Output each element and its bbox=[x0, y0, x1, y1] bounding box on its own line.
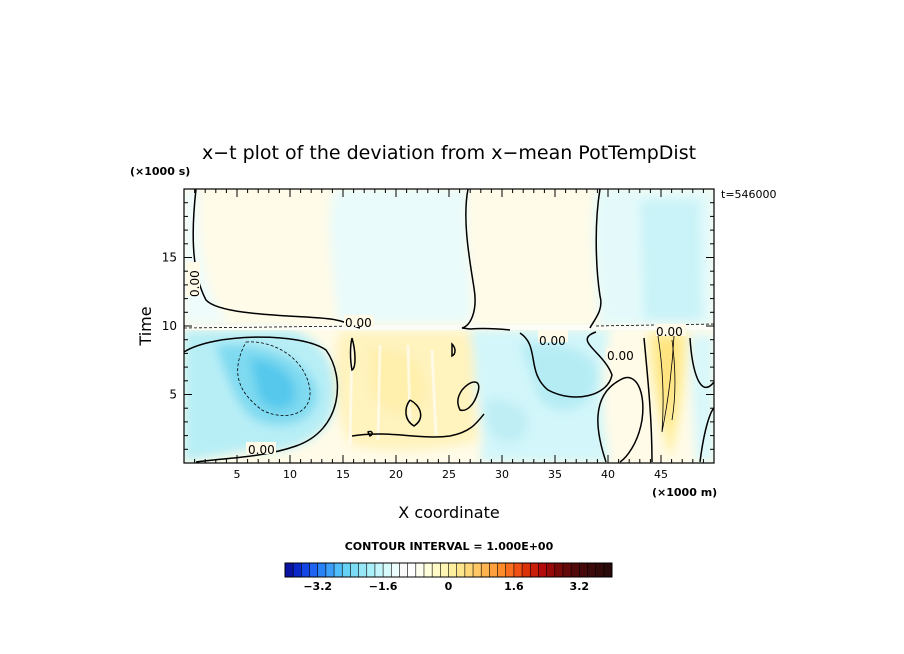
x-axis: 5 10 15 20 25 30 35 40 45 bbox=[194, 189, 704, 481]
colorbar-swatch bbox=[342, 563, 351, 577]
x-tick-label: 10 bbox=[283, 468, 297, 481]
contour-label: 0.00 bbox=[607, 349, 634, 363]
colorbar-swatch bbox=[481, 563, 490, 577]
colorbar-tick-label: 0 bbox=[445, 580, 453, 593]
colorbar-swatch bbox=[391, 563, 400, 577]
y-unit-label: (×1000 s) bbox=[130, 165, 190, 178]
contour-labels: 0.00 0.00 0.00 0.00 0.00 0.00 bbox=[186, 262, 686, 457]
y-axis: 5 10 15 bbox=[162, 202, 714, 450]
contour-label: 0.00 bbox=[248, 443, 275, 457]
colorbar-swatch bbox=[538, 563, 547, 577]
colorbar-swatch bbox=[301, 563, 310, 577]
colorbar-swatch bbox=[522, 563, 531, 577]
colorbar-swatch bbox=[440, 563, 449, 577]
y-tick-label: 5 bbox=[169, 388, 177, 402]
colorbar-swatch bbox=[489, 563, 498, 577]
colorbar-swatch bbox=[587, 563, 596, 577]
field-streaks bbox=[348, 339, 438, 446]
colorbar-swatch bbox=[358, 563, 368, 577]
colorbar-swatch bbox=[317, 563, 327, 577]
colorbar-swatch bbox=[603, 563, 613, 577]
contour-label: 0.00 bbox=[345, 316, 372, 330]
contour-label: 0.00 bbox=[656, 325, 683, 339]
x-tick-label: 45 bbox=[654, 468, 668, 481]
x-axis-label: X coordinate bbox=[398, 503, 499, 522]
colorbar-swatch bbox=[374, 563, 384, 577]
contour-label: 0.00 bbox=[188, 270, 202, 297]
colorbar-swatch bbox=[571, 563, 580, 577]
colorbar-swatch bbox=[595, 563, 605, 577]
colorbar-swatch bbox=[497, 563, 507, 577]
chart-title: x−t plot of the deviation from x−mean Po… bbox=[202, 142, 696, 164]
colorbar bbox=[284, 562, 613, 578]
contour-interval-note: CONTOUR INTERVAL = 1.000E+00 bbox=[345, 540, 554, 553]
plot-area: 0.00 0.00 0.00 0.00 0.00 0.00 bbox=[184, 189, 714, 463]
colorbar-swatch bbox=[448, 563, 457, 577]
colorbar-swatch bbox=[464, 563, 474, 577]
y-tick-label: 15 bbox=[162, 251, 177, 265]
colorbar-tick-labels: −3.2 −1.6 0 1.6 3.2 bbox=[303, 580, 589, 593]
colorbar-swatch bbox=[325, 563, 335, 577]
colorbar-swatch bbox=[546, 563, 556, 577]
colorbar-swatch bbox=[383, 563, 392, 577]
colorbar-swatch bbox=[513, 563, 523, 577]
x-tick-label: 5 bbox=[234, 468, 241, 481]
colorbar-swatch bbox=[350, 563, 359, 577]
colorbar-swatch bbox=[432, 563, 441, 577]
colorbar-frame bbox=[284, 562, 613, 578]
time-stamp: t=546000 bbox=[721, 188, 777, 201]
x-unit-label: (×1000 m) bbox=[652, 486, 717, 499]
negative-contours bbox=[184, 323, 714, 416]
colorbar-swatch bbox=[456, 563, 466, 577]
colorbar-swatch bbox=[579, 563, 588, 577]
colorbar-swatch bbox=[366, 563, 376, 577]
x-tick-label: 20 bbox=[389, 468, 403, 481]
x-tick-label: 35 bbox=[548, 468, 562, 481]
colorbar-swatch bbox=[423, 563, 433, 577]
colorbar-tick-label: −3.2 bbox=[303, 580, 332, 593]
x-tick-label: 40 bbox=[601, 468, 615, 481]
colorbar-swatch bbox=[334, 563, 343, 577]
field-seam bbox=[184, 325, 714, 330]
colorbar-tick-label: 3.2 bbox=[570, 580, 590, 593]
field-shading bbox=[184, 189, 714, 462]
colorbar-swatch bbox=[562, 563, 572, 577]
colorbar-swatch bbox=[407, 563, 417, 577]
colorbar-swatch bbox=[554, 563, 564, 577]
y-axis-label: Time bbox=[136, 306, 155, 346]
colorbar-swatch bbox=[285, 563, 294, 577]
x-tick-label: 15 bbox=[336, 468, 350, 481]
x-tick-label: 30 bbox=[495, 468, 509, 481]
y-tick-label: 10 bbox=[162, 319, 177, 333]
colorbar-swatch bbox=[399, 563, 408, 577]
colorbar-swatch bbox=[309, 563, 318, 577]
colorbar-swatch bbox=[293, 563, 302, 577]
thin-contours bbox=[657, 335, 676, 433]
colorbar-swatch bbox=[415, 563, 425, 577]
colorbar-tick-label: 1.6 bbox=[504, 580, 524, 593]
colorbar-swatch bbox=[473, 563, 482, 577]
colorbar-swatch bbox=[530, 563, 539, 577]
contour-label: 0.00 bbox=[539, 334, 566, 348]
colorbar-tick-label: −1.6 bbox=[369, 580, 398, 593]
colorbar-swatch bbox=[505, 563, 515, 577]
x-tick-label: 25 bbox=[442, 468, 456, 481]
